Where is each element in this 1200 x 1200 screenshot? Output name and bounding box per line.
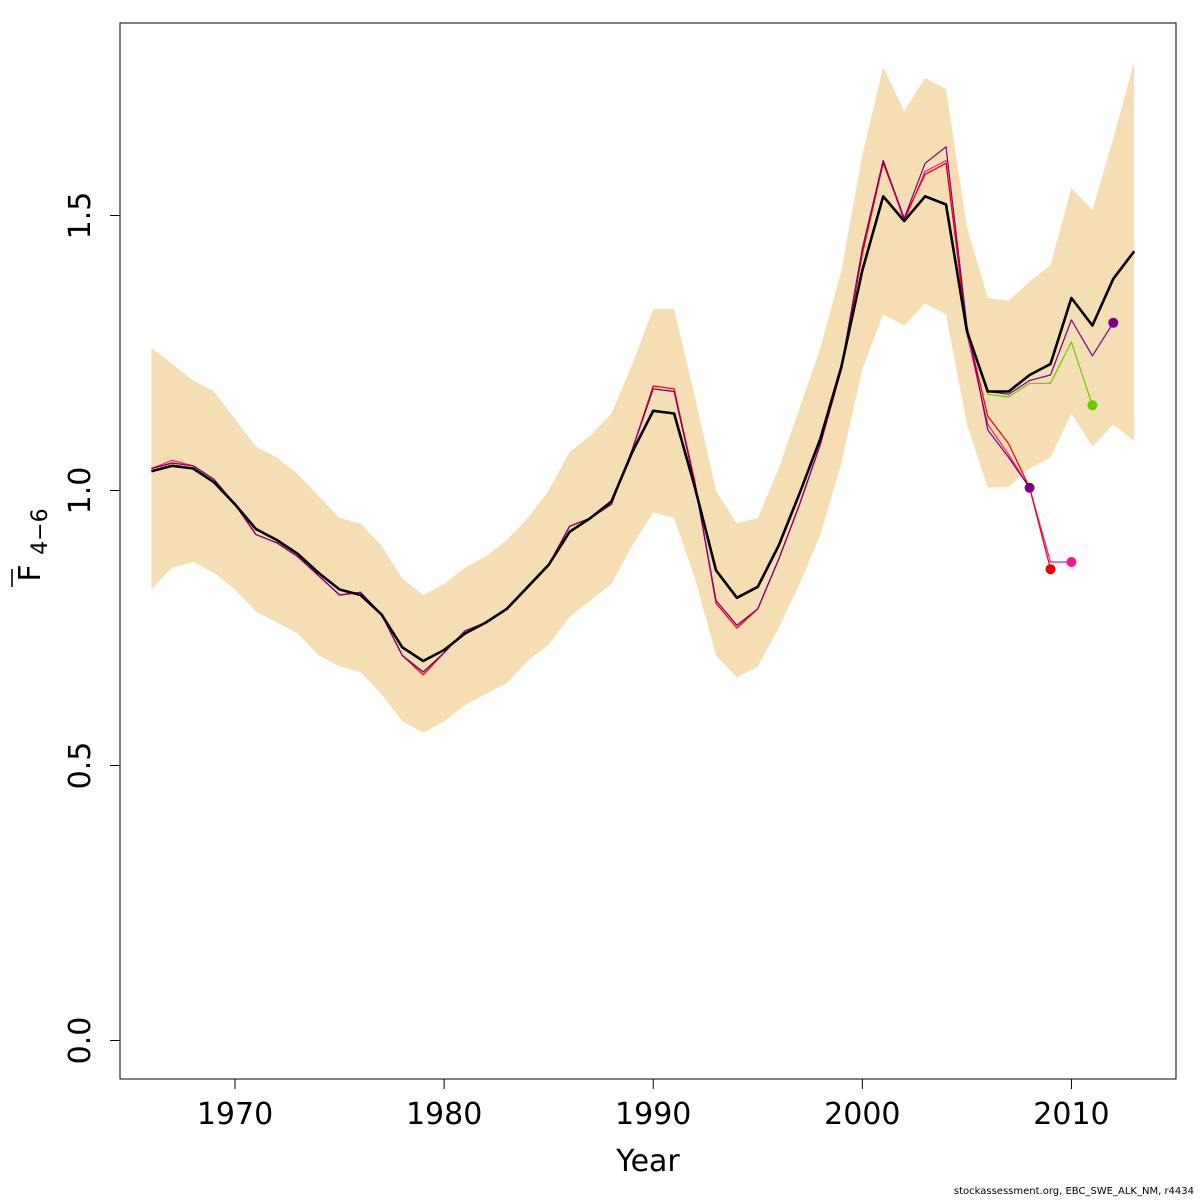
y-tick-label: 1.0 <box>63 467 98 515</box>
end-marker-r2012 <box>1108 317 1119 328</box>
y-axis: 0.0 0.5 1.0 1.5 <box>63 192 120 1065</box>
series-layer <box>151 146 1136 676</box>
x-axis: 1970 1980 1990 2000 2010 <box>197 1079 1110 1132</box>
x-tick-label: 1990 <box>615 1097 691 1132</box>
end-marker-r2011 <box>1087 400 1098 411</box>
x-tick-label: 1980 <box>406 1097 482 1132</box>
end-marker-r2008 <box>1024 482 1035 493</box>
footer-credit: stockassessment.org, EBC_SWE_ALK_NM, r44… <box>953 1186 1194 1197</box>
plot-frame <box>119 22 1177 1080</box>
y-tick-label: 1.5 <box>63 192 98 240</box>
confidence-band <box>151 61 1135 733</box>
y-tick-label: 0.5 <box>63 742 98 790</box>
end-marker-r2009 <box>1045 564 1056 575</box>
y-tick-label: 0.0 <box>63 1017 98 1065</box>
x-axis-title: Year <box>615 1144 680 1179</box>
x-tick-label: 2010 <box>1033 1097 1109 1132</box>
y-axis-title: F 4−6 <box>11 508 53 587</box>
end-marker-r2010 <box>1066 557 1077 567</box>
svg-text:F 4−6: F 4−6 <box>13 508 53 581</box>
x-tick-label: 2000 <box>824 1097 900 1132</box>
end-marker-layer <box>1024 317 1119 575</box>
y-axis-title-main: F <box>13 564 48 581</box>
confidence-band-layer <box>151 61 1135 733</box>
y-axis-title-subscript: 4−6 <box>28 508 53 554</box>
series-line-main <box>151 195 1136 663</box>
x-tick-label: 1970 <box>197 1097 273 1132</box>
